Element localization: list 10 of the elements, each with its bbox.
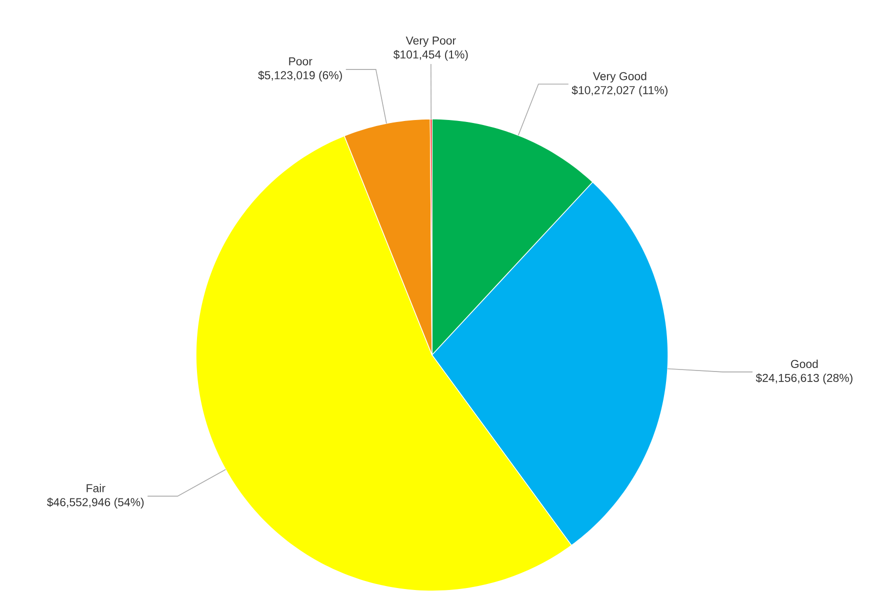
data-label: $10,272,027 (11%) xyxy=(572,86,668,96)
data-label: $5,123,019 (6%) xyxy=(258,70,342,82)
slice-label: Very Poor xyxy=(406,36,456,47)
data-label: $101,454 (1%) xyxy=(393,50,468,61)
slice-label: Very Good xyxy=(592,72,646,83)
slice-label: Good xyxy=(791,360,818,368)
slice-label: Fair xyxy=(86,484,106,492)
data-label: $24,156,613 (28%) xyxy=(756,373,852,384)
slice-label: Poor xyxy=(289,57,312,66)
data-label: $46,552,946 (54%) xyxy=(47,498,144,508)
